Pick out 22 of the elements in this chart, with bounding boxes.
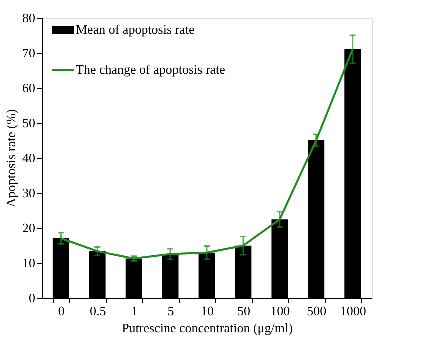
x-axis-title: Putrescine concentration (μg/ml)	[122, 320, 293, 336]
x-tick-label: 1	[131, 304, 138, 318]
y-tick-label: 70	[22, 46, 36, 60]
y-tick-label: 80	[22, 10, 36, 26]
x-tick-label: 10	[201, 304, 214, 318]
y-tick-label: 0	[29, 290, 36, 306]
x-tick-label: 1000	[340, 304, 366, 318]
y-axis-title: Apoptosis rate (%)	[4, 109, 18, 208]
legend-label: Mean of apoptosis rate	[76, 22, 195, 37]
x-tick-label: 5	[168, 304, 174, 318]
y-tick-label: 50	[22, 116, 36, 130]
y-tick-label: 40	[22, 150, 36, 166]
x-tick-label: 500	[307, 304, 327, 318]
x-tick-label: 100	[270, 304, 290, 318]
y-tick-label: 20	[22, 220, 36, 236]
x-tick-label: 50	[237, 304, 250, 318]
y-tick-label: 10	[22, 256, 36, 270]
x-tick-label: 0.5	[90, 304, 106, 318]
legend-label: The change of apoptosis rate	[76, 62, 226, 77]
x-tick-label: 0	[58, 304, 65, 318]
y-tick-label: 60	[22, 80, 36, 96]
y-tick-label: 30	[22, 186, 36, 200]
